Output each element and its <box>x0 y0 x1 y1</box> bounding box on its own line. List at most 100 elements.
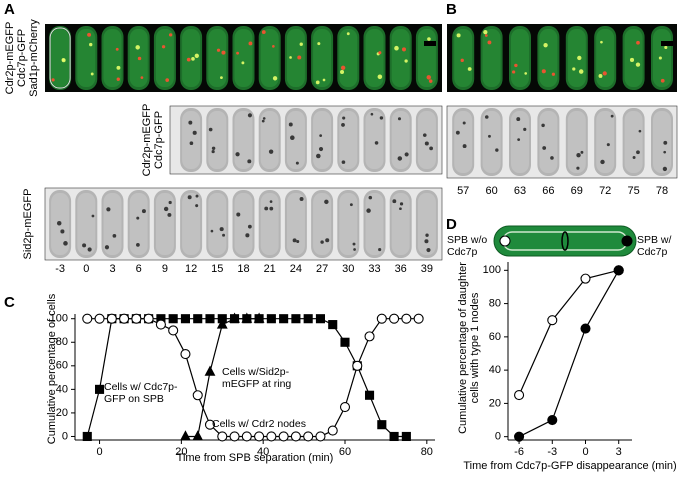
x-tick-label: -3 <box>547 446 557 458</box>
cell-spot <box>512 70 516 74</box>
cell-spot <box>194 53 199 58</box>
cell-texture <box>51 29 70 87</box>
time-label: 21 <box>264 263 276 275</box>
time-label: 36 <box>395 263 407 275</box>
cell-spot <box>288 122 293 127</box>
y-tick-label: 0 <box>495 431 501 443</box>
cell-spot <box>235 152 240 157</box>
cell-spot <box>378 247 382 252</box>
time-label: 78 <box>656 185 668 197</box>
time-label: 30 <box>342 263 354 275</box>
cell-texture <box>155 29 174 87</box>
cell-spot <box>165 78 170 82</box>
data-point <box>580 323 591 334</box>
cell-schematic <box>493 225 637 257</box>
cell-spot <box>550 156 554 160</box>
cell-texture <box>208 193 227 255</box>
cell-spot <box>425 233 429 237</box>
cell-spot <box>352 242 356 246</box>
row-label-line: Cdc7p-GFP <box>16 28 28 88</box>
data-point <box>180 430 191 441</box>
cell-texture <box>365 193 384 255</box>
cell-spot <box>484 115 489 119</box>
data-point <box>279 314 289 324</box>
cell-spot <box>320 240 324 244</box>
cell-spot <box>580 150 584 154</box>
time-label: 66 <box>542 185 554 197</box>
cell-spot <box>349 203 353 207</box>
cell-spot <box>115 47 119 51</box>
cell-texture <box>313 111 332 169</box>
cell-spot <box>600 159 605 165</box>
cell-texture <box>260 111 279 169</box>
series-line <box>87 318 419 438</box>
cell-spot <box>112 234 117 238</box>
cell-spot <box>598 73 603 78</box>
cell-spot <box>324 199 329 205</box>
data-point <box>376 313 387 324</box>
cell-spot <box>221 50 226 55</box>
data-point <box>241 431 252 442</box>
cell-spot <box>424 239 429 244</box>
cell-texture <box>182 193 201 255</box>
data-point <box>327 425 338 436</box>
cell-spot <box>315 80 320 85</box>
cell-spot <box>377 74 383 80</box>
cell-spot <box>346 32 350 36</box>
data-point <box>217 431 228 442</box>
data-point <box>205 314 215 324</box>
panel-label: A <box>4 1 15 18</box>
data-point <box>266 431 277 442</box>
spb-with-cdc7 <box>621 235 633 247</box>
data-point <box>352 360 363 371</box>
cell-spot <box>168 200 172 205</box>
cell-texture <box>624 111 643 173</box>
cell-texture <box>234 29 253 87</box>
cell-spot <box>261 119 265 123</box>
time-label: 0 <box>83 263 89 275</box>
cell-texture <box>339 193 358 255</box>
cell-spot <box>141 209 146 214</box>
time-label: 18 <box>237 263 249 275</box>
cell-spot <box>427 37 431 41</box>
cell-spot <box>299 196 304 201</box>
cell-spot <box>91 214 95 218</box>
cell-spot <box>629 57 635 63</box>
cell-texture <box>482 29 501 87</box>
cell-spot <box>296 239 300 244</box>
cell-spot <box>90 72 94 76</box>
scale-bar <box>424 41 436 46</box>
y-tick-label: 20 <box>489 397 501 409</box>
series-label: Cells w/Sid2p-mEGFP at ring <box>222 366 292 390</box>
cell-spot <box>542 146 547 150</box>
time-label: 12 <box>185 263 197 275</box>
cell-spot <box>167 212 172 217</box>
data-point <box>389 313 400 324</box>
time-label: 39 <box>421 263 433 275</box>
cell-texture <box>596 29 615 87</box>
series-label: Cells w/ Cdr2 nodes <box>212 418 306 430</box>
cell-spot <box>404 59 408 63</box>
time-label: 60 <box>485 185 497 197</box>
cell-spot <box>341 123 345 127</box>
data-point <box>290 431 301 442</box>
cell-spot <box>663 150 667 154</box>
cell-spot <box>370 112 374 116</box>
data-point <box>131 313 142 324</box>
data-point <box>303 431 314 442</box>
cell-texture <box>182 29 201 87</box>
data-point <box>547 315 558 326</box>
cell-texture <box>313 29 332 87</box>
cell-texture <box>653 111 671 173</box>
cell-texture <box>482 111 501 173</box>
cell-spot <box>514 63 518 68</box>
cell-spot <box>541 69 546 74</box>
cell-spot <box>397 156 403 161</box>
cell-spot <box>606 143 610 147</box>
y-axis-title: Cumulative percentage of cells <box>46 293 58 445</box>
cell-spot <box>261 30 266 34</box>
cell-spot <box>576 153 581 158</box>
time-label: 69 <box>571 185 583 197</box>
time-label: -3 <box>55 263 65 275</box>
